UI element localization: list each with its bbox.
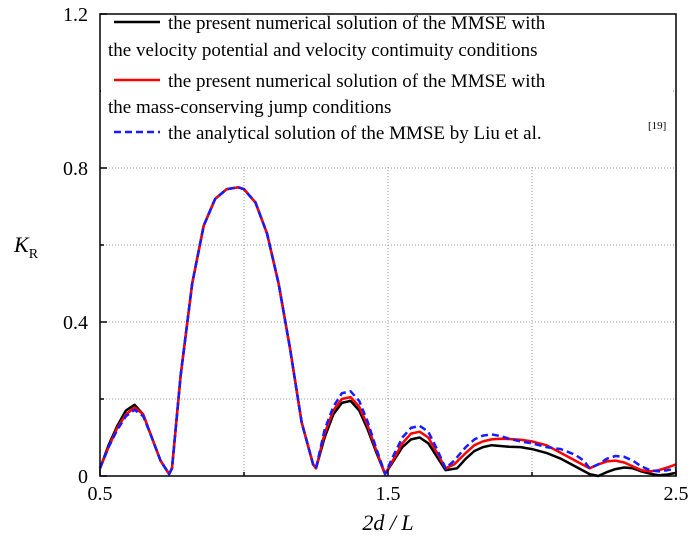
x-tick-label: 0.5 — [88, 483, 113, 505]
y-tick-label: 1.2 — [63, 4, 88, 26]
legend-box — [101, 15, 671, 165]
legend-label-black-line1: the present numerical solution of the MM… — [168, 13, 546, 34]
legend-label-blue: the analytical solution of the MMSE by L… — [168, 123, 542, 144]
x-axis-title: 2d / L — [362, 510, 413, 535]
x-tick-label: 2.5 — [664, 483, 689, 505]
x-tick-label: 1.5 — [376, 483, 401, 505]
legend-label-red-line2: the mass-conserving jump conditions — [108, 97, 391, 118]
series-line-blue — [98, 186, 677, 476]
y-axis-title-sub: R — [29, 247, 39, 262]
series-group — [98, 186, 677, 478]
tick-labels: 0.5 1.5 2.5 0 0.4 0.8 1.2 — [63, 4, 689, 505]
legend: the present numerical solution of the MM… — [101, 13, 671, 165]
legend-label-red-line1: the present numerical solution of the MM… — [168, 71, 546, 92]
legend-label-black-line2: the velocity potential and velocity cont… — [108, 40, 538, 61]
svg-text:KR: KR — [13, 232, 39, 262]
y-tick-label: 0 — [78, 466, 88, 488]
y-tick-label: 0.4 — [63, 312, 88, 334]
y-tick-label: 0.8 — [63, 158, 88, 180]
y-axis-title-main: K — [13, 232, 30, 257]
y-axis-title: KR — [13, 232, 39, 262]
legend-label-blue-citation: [19] — [648, 120, 666, 132]
